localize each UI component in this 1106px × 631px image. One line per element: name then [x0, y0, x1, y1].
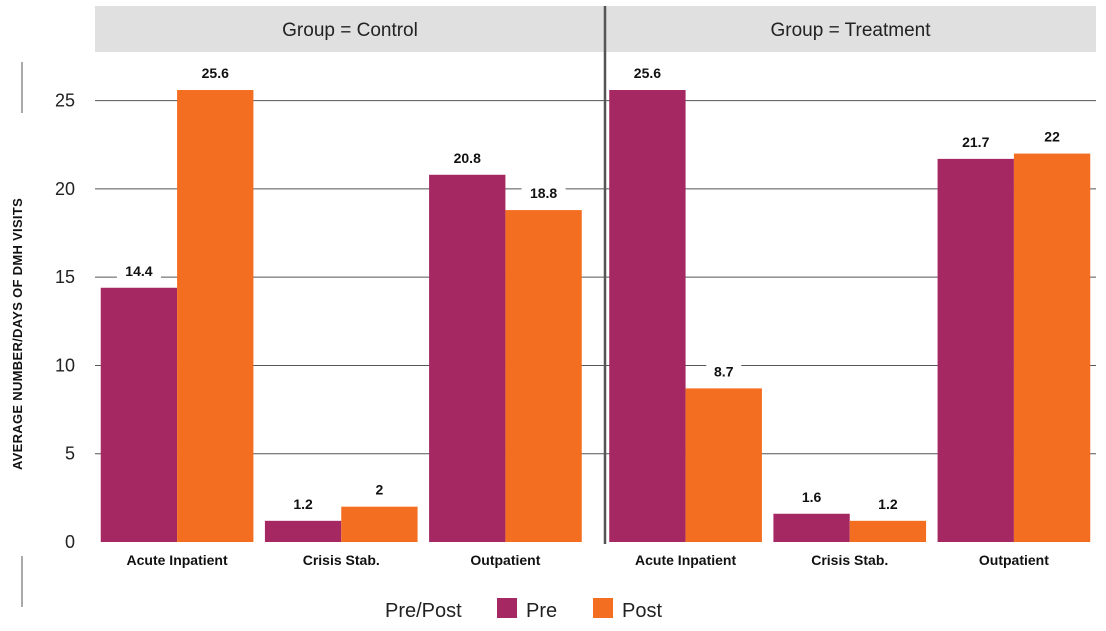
- data-label-bg-treatment-outpatient-pre: [953, 131, 998, 153]
- data-label-bg-treatment-acute-inpatient-pre: [625, 63, 670, 85]
- bar-treatment-outpatient-pre: [937, 158, 1014, 542]
- data-label-treatment-outpatient-post: 22: [1044, 129, 1060, 145]
- data-label-treatment-crisis-stab-pre: 1.6: [802, 489, 822, 505]
- data-label-treatment-crisis-stab-post: 1.2: [878, 496, 898, 512]
- bar-control-crisis-stab-post: [341, 506, 418, 542]
- y-tick-label-15: 15: [55, 267, 75, 287]
- data-label-control-acute-inpatient-post: 25.6: [202, 65, 229, 81]
- data-label-treatment-outpatient-pre: 21.7: [962, 134, 989, 150]
- x-axis-ticks: Acute Inpatient Crisis Stab. Outpatient Acu…: [127, 552, 1050, 568]
- data-label-control-outpatient-pre: 20.8: [454, 150, 481, 166]
- data-label-bg-treatment-crisis-stab-pre: [794, 486, 830, 508]
- legend-label-pre: Pre: [526, 600, 557, 622]
- bar-treatment-acute-inpatient-pre: [609, 90, 686, 542]
- x-tick-label-control-2: Crisis Stab.: [303, 552, 380, 568]
- bar-control-acute-inpatient-post: [177, 90, 254, 542]
- legend-swatch-pre: [497, 598, 517, 618]
- legend: Pre/Post Pre Post: [385, 598, 662, 622]
- x-tick-label-treatment-3: Outpatient: [979, 552, 1049, 568]
- data-label-bg-control-crisis-stab-pre: [285, 493, 321, 515]
- data-label-bg-treatment-crisis-stab-post: [870, 493, 906, 515]
- data-label-treatment-acute-inpatient-post: 8.7: [714, 363, 734, 379]
- data-label-bg-control-crisis-stab-post: [370, 479, 388, 501]
- bar-control-outpatient-post: [505, 210, 582, 543]
- gridlines: [95, 100, 1096, 455]
- data-label-bg-treatment-acute-inpatient-post: [706, 361, 742, 383]
- data-label-control-outpatient-post: 18.8: [530, 185, 557, 201]
- y-tick-label-25: 25: [55, 91, 75, 111]
- bar-treatment-crisis-stab-post: [849, 520, 927, 542]
- legend-title: Pre/Post: [385, 600, 462, 622]
- data-labels: 14.4 25.6 1.2 2 20.8 18.8 25.6 8.7 1.6 1.2 21.7 22: [116, 63, 1066, 515]
- y-axis-ticks: 0 5 10 15 20 25: [55, 91, 75, 552]
- y-tick-label-5: 5: [65, 444, 75, 464]
- data-label-control-crisis-stab-post: 2: [376, 482, 384, 498]
- y-axis-title-group: AVERAGE NUMBER/DAYS OF DMH VISITS: [10, 62, 25, 607]
- bar-control-crisis-stab-pre: [264, 520, 342, 542]
- facet-strip-control: [95, 6, 605, 52]
- bar-treatment-outpatient-post: [1013, 153, 1091, 543]
- x-tick-label-control-3: Outpatient: [470, 552, 540, 568]
- bar-treatment-acute-inpatient-post: [685, 388, 762, 542]
- facet-label-treatment: Group = Treatment: [771, 20, 932, 41]
- bars: [100, 90, 1091, 543]
- data-label-treatment-acute-inpatient-pre: 25.6: [634, 65, 661, 81]
- legend-swatch-post: [593, 598, 613, 618]
- facet-strip-treatment: [605, 6, 1096, 52]
- x-tick-label-control-1: Acute Inpatient: [127, 552, 228, 568]
- data-label-bg-control-acute-inpatient-post: [193, 63, 238, 85]
- data-label-control-crisis-stab-pre: 1.2: [293, 496, 313, 512]
- data-label-control-acute-inpatient-pre: 14.4: [125, 263, 152, 279]
- y-tick-label-20: 20: [55, 179, 75, 199]
- facet-label-control: Group = Control: [282, 20, 418, 41]
- legend-label-post: Post: [622, 600, 662, 622]
- bar-control-outpatient-pre: [429, 174, 506, 542]
- data-label-bg-control-outpatient-pre: [445, 147, 490, 169]
- x-tick-label-treatment-1: Acute Inpatient: [635, 552, 736, 568]
- facet-strips: Group = Control Group = Treatment: [95, 6, 1096, 52]
- data-label-bg-control-outpatient-post: [521, 183, 566, 205]
- y-tick-label-10: 10: [55, 355, 75, 375]
- x-tick-label-treatment-2: Crisis Stab.: [811, 552, 888, 568]
- y-tick-label-0: 0: [65, 532, 75, 552]
- data-label-bg-control-acute-inpatient-pre: [116, 260, 161, 282]
- bar-treatment-crisis-stab-pre: [773, 513, 850, 542]
- y-axis-title: AVERAGE NUMBER/DAYS OF DMH VISITS: [10, 198, 25, 470]
- data-label-bg-treatment-outpatient-post: [1039, 126, 1066, 148]
- bar-control-acute-inpatient-pre: [100, 287, 178, 542]
